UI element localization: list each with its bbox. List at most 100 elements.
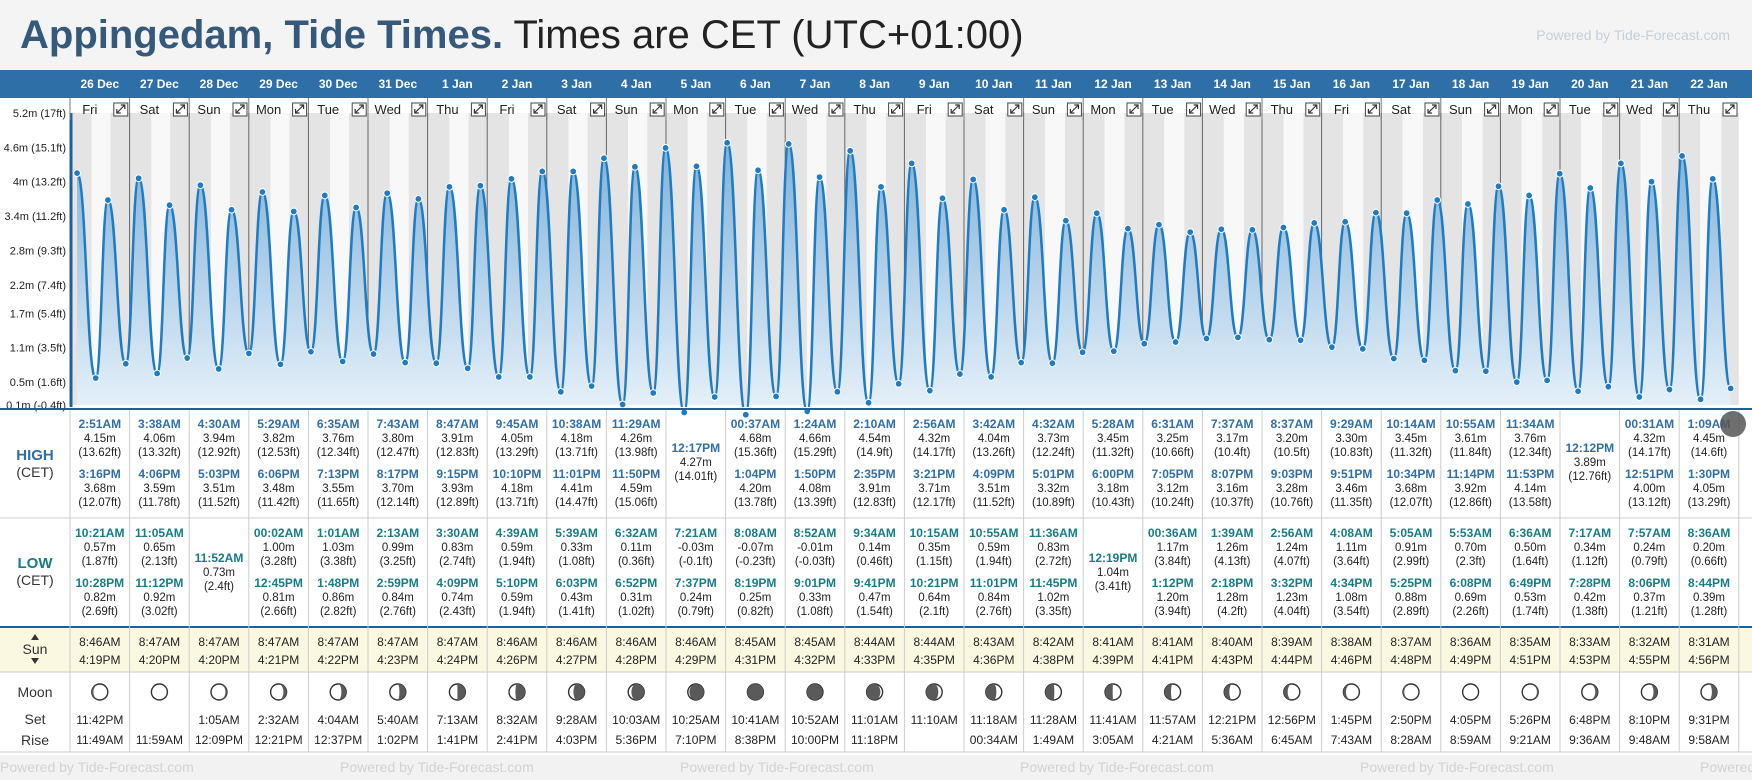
moonrise-time: 6:45AM	[1271, 733, 1312, 747]
expand-icon[interactable]	[533, 104, 543, 114]
expand-day-button[interactable]	[1543, 102, 1559, 117]
expand-icon[interactable]	[473, 104, 483, 114]
moon-phase-icon	[1223, 683, 1241, 701]
expand-icon[interactable]	[831, 104, 841, 114]
expand-icon[interactable]	[891, 104, 901, 114]
high-tide-height-ft: (13.39ft)	[794, 497, 837, 509]
expand-icon[interactable]	[593, 104, 603, 114]
expand-day-button[interactable]	[768, 102, 784, 117]
low-tide-height-ft: (2.4ft)	[204, 581, 234, 593]
tide-point	[276, 360, 285, 369]
high-tide-height-m: 4.27m	[680, 457, 712, 469]
expand-day-button[interactable]	[1484, 102, 1500, 117]
moon-shadow	[1403, 684, 1411, 700]
expand-icon[interactable]	[771, 104, 781, 114]
expand-day-button[interactable]	[709, 102, 725, 117]
low-tide-time: 6:52PM	[615, 576, 657, 590]
expand-icon[interactable]	[1308, 104, 1318, 114]
expand-day-button[interactable]	[411, 102, 427, 117]
expand-day-button[interactable]	[1662, 102, 1678, 117]
moonrise-time: 8:38PM	[735, 733, 776, 747]
expand-day-button[interactable]	[1424, 102, 1440, 117]
expand-day-button[interactable]	[470, 102, 486, 117]
expand-day-button[interactable]	[649, 102, 665, 117]
low-tide-height-m: 0.99m	[382, 542, 414, 554]
high-tide-height-m: 3.45m	[1097, 433, 1129, 445]
date-label: 6 Jan	[740, 77, 771, 91]
expand-day-button[interactable]	[1305, 102, 1321, 117]
low-tide-height-ft: (4.2ft)	[1217, 606, 1247, 618]
expand-icon[interactable]	[1010, 104, 1020, 114]
expand-icon[interactable]	[295, 104, 305, 114]
high-tide-height-ft: (12.24ft)	[1032, 447, 1075, 459]
expand-icon[interactable]	[1427, 104, 1437, 114]
expand-day-button[interactable]	[1126, 102, 1142, 117]
tide-point	[214, 365, 223, 373]
moonrise-time: 9:58AM	[1688, 733, 1729, 747]
scroll-handle-icon[interactable]	[1720, 411, 1746, 437]
low-tide-height-m: 0.74m	[441, 592, 473, 604]
expand-icon[interactable]	[712, 104, 722, 114]
expand-day-button[interactable]	[1603, 102, 1619, 117]
sunrise-time: 8:46AM	[496, 635, 537, 649]
expand-day-button[interactable]	[530, 102, 546, 117]
moonrise-time: 2:41PM	[496, 733, 537, 747]
expand-icon[interactable]	[414, 104, 424, 114]
expand-icon[interactable]	[1069, 104, 1079, 114]
tide-point	[556, 387, 565, 396]
weekday-label: Sat	[1391, 102, 1411, 117]
expand-icon[interactable]	[1606, 104, 1616, 114]
expand-day-button[interactable]	[828, 102, 844, 117]
high-tide-height-ft: (10.4ft)	[1214, 447, 1251, 459]
expand-day-button[interactable]	[947, 102, 963, 117]
high-tide-time: 3:42AM	[972, 417, 1015, 431]
expand-day-button[interactable]	[888, 102, 904, 117]
expand-icon[interactable]	[1189, 104, 1199, 114]
expand-icon[interactable]	[116, 104, 126, 114]
high-tide-height-m: 3.25m	[1157, 433, 1189, 445]
expand-icon[interactable]	[652, 104, 662, 114]
sunset-time: 4:56PM	[1688, 653, 1729, 667]
expand-icon[interactable]	[175, 104, 185, 114]
expand-day-button[interactable]	[1245, 102, 1261, 117]
date-label: 28 Dec	[200, 77, 239, 91]
moon-phase-icon	[627, 683, 645, 701]
expand-day-button[interactable]	[292, 102, 308, 117]
expand-day-button[interactable]	[113, 102, 129, 117]
expand-day-button[interactable]	[1364, 102, 1380, 117]
expand-icon[interactable]	[1367, 104, 1377, 114]
tide-point	[987, 373, 996, 381]
powered-by-top[interactable]: Powered by Tide-Forecast.com	[1536, 27, 1730, 43]
expand-icon[interactable]	[1546, 104, 1556, 114]
expand-day-button[interactable]	[1066, 102, 1082, 117]
date-label: 14 Jan	[1214, 77, 1251, 91]
tide-point	[1048, 359, 1057, 368]
tide-point	[956, 370, 964, 378]
expand-day-button[interactable]	[1722, 102, 1738, 117]
moonset-time: 9:28AM	[556, 713, 597, 727]
high-tide-height-m: 3.48m	[263, 483, 295, 495]
sunset-time: 4:33PM	[854, 653, 895, 667]
expand-day-button[interactable]	[590, 102, 606, 117]
expand-icon[interactable]	[235, 104, 245, 114]
expand-icon[interactable]	[1248, 104, 1258, 114]
expand-icon[interactable]	[1129, 104, 1139, 114]
low-tide-time: 12:45PM	[254, 576, 303, 590]
expand-icon[interactable]	[950, 104, 960, 114]
high-tide-height-m: 3.70m	[382, 483, 414, 495]
moon-shadow	[985, 684, 997, 700]
expand-day-button[interactable]	[351, 102, 367, 117]
low-tide-height-m: 0.57m	[84, 542, 116, 554]
moonrise-time: 1:41PM	[437, 733, 478, 747]
expand-day-button[interactable]	[172, 102, 188, 117]
expand-icon[interactable]	[1725, 104, 1735, 114]
expand-day-button[interactable]	[1186, 102, 1202, 117]
expand-day-button[interactable]	[1007, 102, 1023, 117]
expand-day-button[interactable]	[232, 102, 248, 117]
expand-icon[interactable]	[1665, 104, 1675, 114]
date-label: 9 Jan	[919, 77, 950, 91]
expand-icon[interactable]	[354, 104, 364, 114]
tide-point	[846, 146, 855, 155]
tide-point	[1234, 333, 1242, 342]
expand-icon[interactable]	[1487, 104, 1497, 114]
